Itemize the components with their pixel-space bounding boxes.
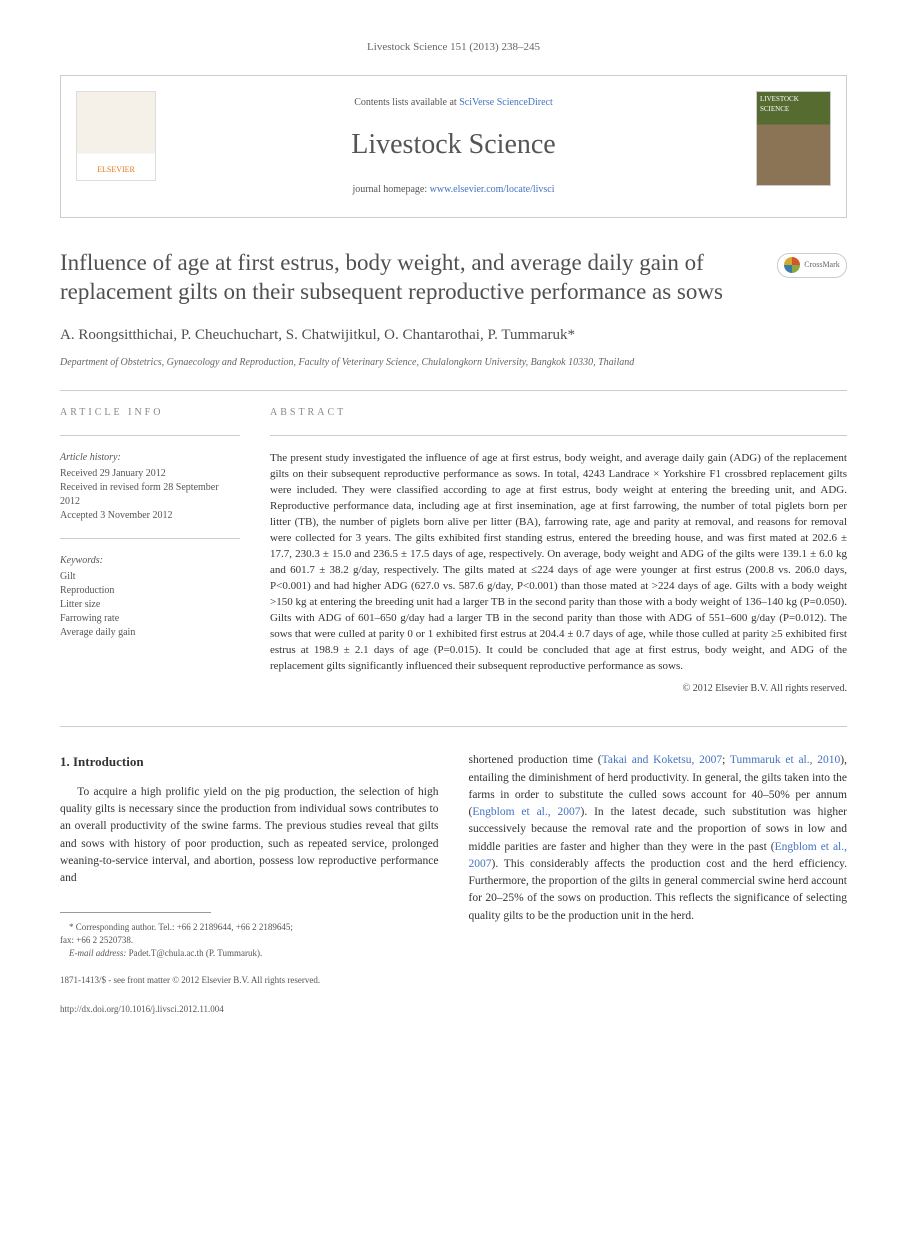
keyword: Reproduction [60,584,240,598]
divider [60,435,240,436]
keyword: Average daily gain [60,626,240,640]
history-label: Article history: [60,451,240,465]
authors-line: A. Roongsitthichai, P. Cheuchuchart, S. … [60,325,847,346]
affiliation: Department of Obstetrics, Gynaecology an… [60,356,847,370]
elsevier-logo-label: ELSEVIER [97,164,135,175]
body-paragraph: To acquire a high prolific yield on the … [60,784,439,888]
journal-cover-label: LIVESTOCK SCIENCE [760,95,799,113]
article-info-column: ARTICLE INFO Article history: Received 2… [60,406,240,696]
crossmark-badge[interactable]: CrossMark [777,253,847,278]
crossmark-icon [784,257,800,273]
homepage-link[interactable]: www.elsevier.com/locate/livsci [430,184,555,195]
body-columns: 1. Introduction To acquire a high prolif… [60,752,847,1016]
revised-date: Received in revised form 28 September 20… [60,481,240,509]
footnote-rule [60,912,211,913]
keywords-label: Keywords: [60,554,240,568]
keyword: Gilt [60,570,240,584]
article-title: Influence of age at first estrus, body w… [60,248,847,308]
contents-available-line: Contents lists available at SciVerse Sci… [171,96,736,110]
body-paragraph: shortened production time (Takai and Kok… [469,752,848,925]
header-citation: Livestock Science 151 (2013) 238–245 [60,40,847,55]
abstract-text: The present study investigated the influ… [270,451,847,674]
body-text: shortened production time ( [469,754,602,766]
body-text: ; [722,754,730,766]
journal-cover-thumbnail: LIVESTOCK SCIENCE [756,91,831,186]
header-box: ELSEVIER LIVESTOCK SCIENCE Contents list… [60,75,847,217]
citation-link[interactable]: Tummaruk et al., 2010 [730,754,840,766]
citation-link[interactable]: Takai and Koketsu, 2007 [602,754,723,766]
divider [60,390,847,391]
body-text: ). This considerably affects the product… [469,858,848,922]
corresponding-author-line2: fax: +66 2 2520738. [60,934,439,947]
journal-homepage-line: journal homepage: www.elsevier.com/locat… [171,183,736,197]
divider [60,726,847,727]
body-column-left: 1. Introduction To acquire a high prolif… [60,752,439,1016]
issn-line: 1871-1413/$ - see front matter © 2012 El… [60,974,439,988]
divider [60,538,240,539]
info-abstract-row: ARTICLE INFO Article history: Received 2… [60,406,847,696]
homepage-prefix: journal homepage: [352,184,429,195]
email-address: Padet.T@chula.ac.th (P. Tummaruk). [129,948,263,958]
keyword: Litter size [60,598,240,612]
title-section: CrossMark Influence of age at first estr… [60,248,847,371]
divider [270,435,847,436]
email-label: E-mail address: [69,948,126,958]
keyword: Farrowing rate [60,612,240,626]
body-column-right: shortened production time (Takai and Kok… [469,752,848,1016]
abstract-heading: ABSTRACT [270,406,847,420]
crossmark-label: CrossMark [804,259,840,270]
contents-prefix: Contents lists available at [354,97,459,108]
abstract-column: ABSTRACT The present study investigated … [270,406,847,696]
article-history-block: Article history: Received 29 January 201… [60,451,240,523]
elsevier-logo: ELSEVIER [76,91,156,181]
citation-link[interactable]: Engblom et al., 2007 [472,806,580,818]
footnote-block: * Corresponding author. Tel.: +66 2 2189… [60,921,439,959]
section-heading-introduction: 1. Introduction [60,752,439,772]
accepted-date: Accepted 3 November 2012 [60,509,240,523]
article-info-heading: ARTICLE INFO [60,406,240,420]
doi-line: http://dx.doi.org/10.1016/j.livsci.2012.… [60,1003,439,1017]
keywords-block: Keywords: Gilt Reproduction Litter size … [60,554,240,640]
received-date: Received 29 January 2012 [60,467,240,481]
corresponding-author-line1: * Corresponding author. Tel.: +66 2 2189… [69,922,293,932]
journal-name: Livestock Science [171,125,736,164]
abstract-copyright: © 2012 Elsevier B.V. All rights reserved… [270,682,847,696]
sciencedirect-link[interactable]: SciVerse ScienceDirect [459,97,553,108]
